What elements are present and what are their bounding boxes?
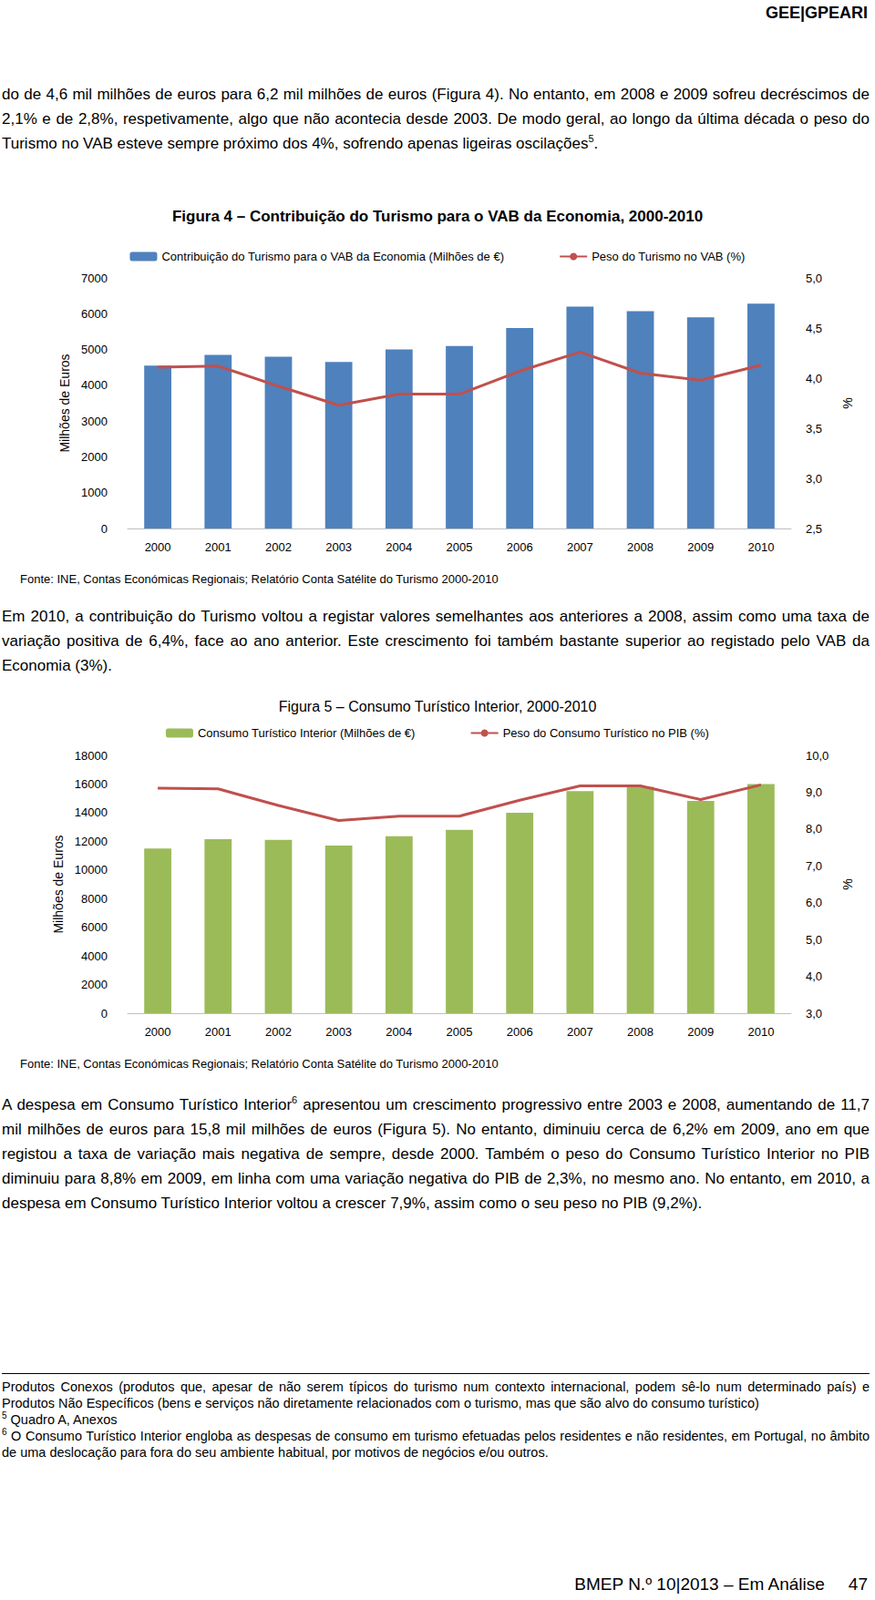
svg-text:16000: 16000	[74, 777, 108, 792]
svg-text:7000: 7000	[81, 271, 108, 286]
svg-text:2000: 2000	[144, 1025, 172, 1040]
svg-text:8,0: 8,0	[805, 822, 823, 836]
svg-text:2008: 2008	[627, 540, 654, 555]
html-text:47: 47	[848, 1575, 868, 1595]
html-text:BMEP N.º 10|2013 – Em Análise: BMEP N.º 10|2013 – Em Análise	[574, 1575, 825, 1595]
svg-text:2,5: 2,5	[805, 522, 823, 536]
svg-text:Milhões de Euros: Milhões de Euros	[57, 353, 73, 453]
svg-text:3000: 3000	[81, 414, 108, 429]
svg-text:1000: 1000	[81, 485, 108, 500]
svg-text:6000: 6000	[81, 920, 108, 935]
svg-text:4,0: 4,0	[805, 969, 823, 984]
html-text:GEE|GPEARI: GEE|GPEARI	[765, 3, 868, 22]
svg-text:Contribuição do Turismo para o: Contribuição do Turismo para o VAB da Ec…	[161, 249, 505, 264]
svg-text:2010: 2010	[747, 540, 774, 555]
svg-text:5000: 5000	[81, 342, 108, 357]
svg-text:6000: 6000	[81, 307, 108, 321]
svg-text:9,0: 9,0	[805, 785, 823, 800]
html-text:5 Quadro A, Anexos: 5 Quadro A, Anexos	[1, 1411, 118, 1428]
svg-text:2005: 2005	[446, 540, 474, 555]
html-text:Produtos Conexos (produtos que: Produtos Conexos (produtos que, apesar d…	[1, 1379, 870, 1411]
svg-text:2001: 2001	[205, 1025, 232, 1040]
svg-text:Peso do Consumo Turístico no P: Peso do Consumo Turístico no PIB (%)	[503, 726, 710, 741]
html-text:Em 2010, a contribuição do Tur: Em 2010, a contribuição do Turismo volto…	[1, 607, 870, 675]
svg-text:2006: 2006	[506, 1025, 534, 1040]
svg-text:2007: 2007	[566, 540, 594, 555]
svg-text:2006: 2006	[506, 540, 534, 555]
svg-text:2008: 2008	[627, 1025, 654, 1040]
svg-text:Consumo Turístico Interior (Mi: Consumo Turístico Interior (Milhões de €…	[197, 726, 415, 741]
svg-text:2005: 2005	[446, 1025, 474, 1040]
svg-text:8000: 8000	[81, 892, 108, 906]
svg-text:2010: 2010	[747, 1025, 774, 1040]
svg-text:2001: 2001	[205, 540, 232, 555]
html-text:do de 4,6 mil milhões de euros: do de 4,6 mil milhões de euros para 6,2 …	[1, 85, 870, 153]
svg-text:4,5: 4,5	[805, 321, 823, 336]
svg-text:2004: 2004	[385, 1025, 412, 1040]
svg-text:7,0: 7,0	[805, 859, 823, 874]
svg-text:2000: 2000	[81, 977, 108, 992]
html-text:Fonte: INE, Contas Económicas: Fonte: INE, Contas Económicas Regionais;…	[20, 1057, 499, 1071]
svg-text:4,0: 4,0	[805, 371, 823, 386]
svg-text:2002: 2002	[265, 540, 292, 555]
svg-text:2000: 2000	[81, 450, 108, 464]
svg-text:5,0: 5,0	[805, 933, 823, 948]
svg-text:%: %	[840, 878, 855, 890]
svg-text:%: %	[840, 397, 855, 409]
svg-text:12000: 12000	[74, 834, 108, 849]
svg-text:3,0: 3,0	[805, 472, 823, 486]
svg-text:10,0: 10,0	[805, 749, 829, 763]
svg-text:2000: 2000	[144, 540, 172, 555]
svg-text:2004: 2004	[385, 540, 412, 555]
svg-text:4000: 4000	[81, 949, 108, 964]
svg-text:Figura 4 – Contribuição do Tur: Figura 4 – Contribuição do Turismo para …	[172, 207, 703, 226]
svg-text:2007: 2007	[566, 1025, 594, 1040]
svg-text:2002: 2002	[265, 1025, 292, 1040]
svg-text:0: 0	[101, 522, 108, 536]
svg-text:2009: 2009	[687, 540, 714, 555]
svg-text:5,0: 5,0	[805, 271, 823, 286]
svg-text:Milhões de Euros: Milhões de Euros	[51, 834, 66, 934]
svg-text:3,0: 3,0	[805, 1007, 823, 1021]
svg-text:Peso do Turismo no VAB (%): Peso do Turismo no VAB (%)	[591, 249, 745, 264]
svg-text:2003: 2003	[325, 540, 352, 555]
svg-text:6,0: 6,0	[805, 895, 823, 910]
svg-text:2009: 2009	[687, 1025, 714, 1040]
svg-text:2003: 2003	[325, 1025, 352, 1040]
svg-text:4000: 4000	[81, 378, 108, 392]
html-text:A despesa em Consumo Turístico: A despesa em Consumo Turístico Interior6…	[1, 1094, 870, 1213]
svg-text:Figura 5 – Consumo Turístico I: Figura 5 – Consumo Turístico Interior, 2…	[278, 699, 598, 715]
svg-text:0: 0	[101, 1007, 108, 1021]
svg-text:10000: 10000	[74, 863, 108, 877]
svg-text:14000: 14000	[74, 805, 108, 820]
html-text:6 O Consumo Turístico Interior: 6 O Consumo Turístico Interior engloba a…	[1, 1427, 870, 1461]
html-text:Fonte: INE, Contas Económicas: Fonte: INE, Contas Económicas Regionais;…	[20, 572, 499, 587]
svg-text:3,5: 3,5	[805, 422, 823, 436]
svg-text:18000: 18000	[74, 749, 108, 763]
